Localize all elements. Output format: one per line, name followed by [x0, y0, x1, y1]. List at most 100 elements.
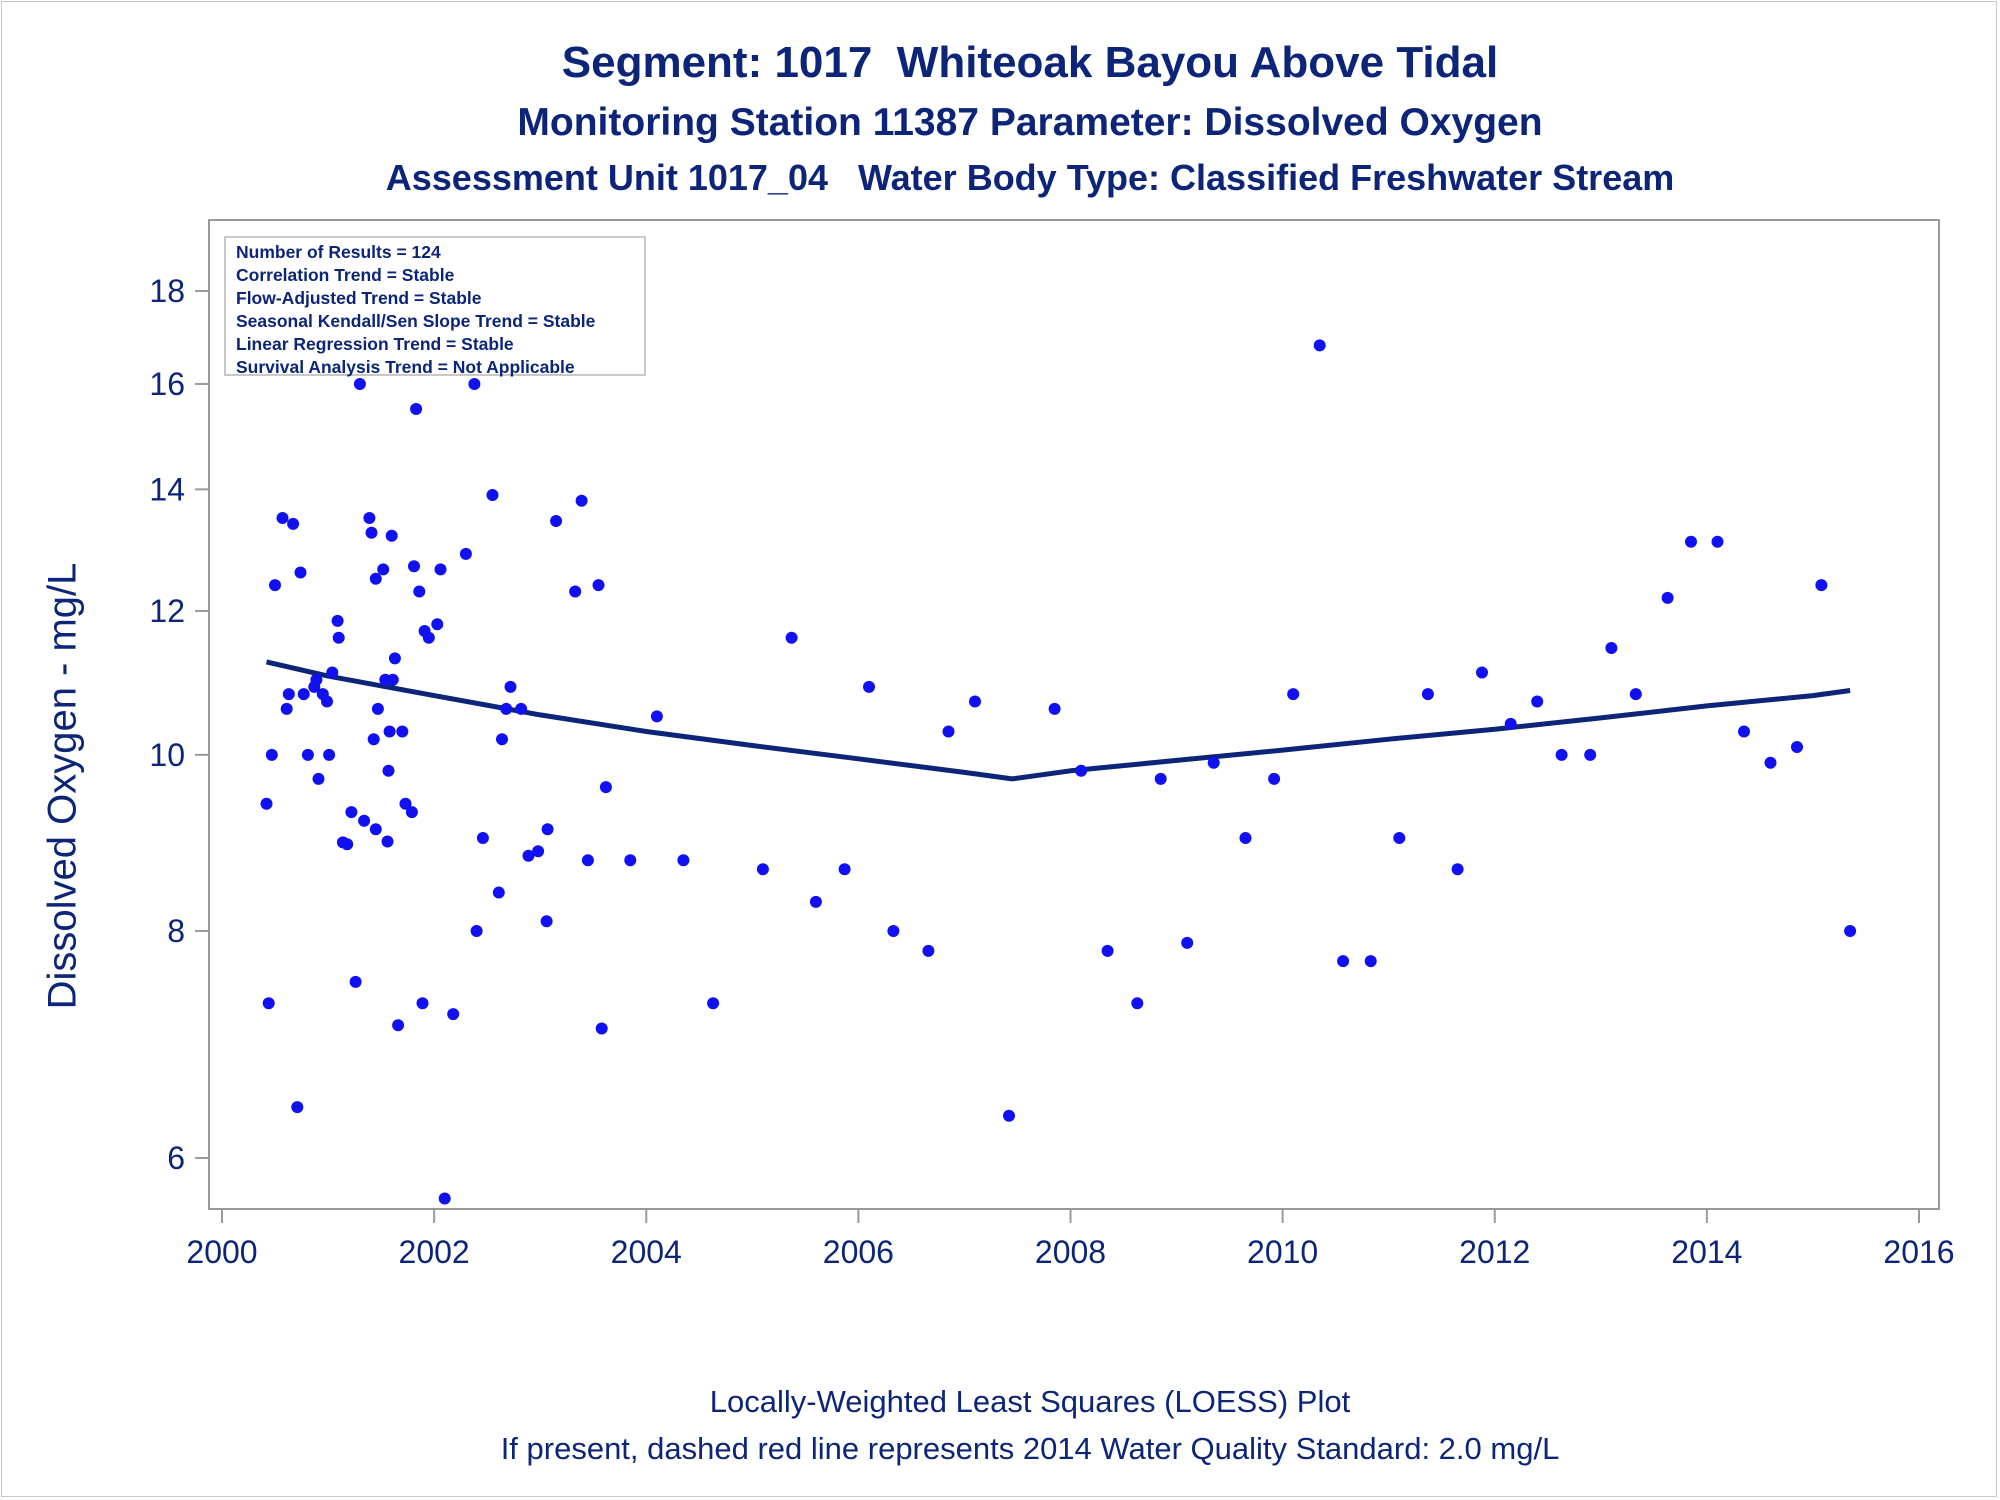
data-point: [595, 1022, 608, 1035]
data-point: [381, 835, 394, 848]
data-point: [592, 579, 605, 592]
data-point: [1101, 944, 1114, 957]
data-point: [422, 631, 435, 644]
data-point: [369, 572, 382, 585]
data-point: [1393, 832, 1406, 844]
data-point: [405, 806, 418, 819]
data-point: [581, 854, 594, 867]
data-point: [532, 845, 545, 858]
data-point: [1268, 772, 1281, 785]
data-point: [1313, 339, 1326, 352]
data-point: [287, 517, 300, 530]
loess-line: [265, 659, 1851, 782]
data-point: [1791, 741, 1803, 753]
data-point: [1154, 772, 1167, 785]
data-point: [1181, 936, 1194, 949]
data-point: [1239, 832, 1252, 844]
data-point: [492, 886, 505, 899]
data-point: [550, 515, 563, 527]
x-tick-label: 2002: [399, 1234, 470, 1270]
data-point: [345, 806, 358, 819]
data-point: [1584, 748, 1597, 761]
data-point: [541, 823, 554, 836]
data-point: [569, 585, 582, 598]
chart-title: Segment: 1017 Whiteoak Bayou Above Tidal: [561, 38, 1499, 87]
data-point: [399, 797, 412, 810]
data-point: [416, 997, 429, 1010]
data-point: [504, 680, 517, 693]
data-point: [434, 563, 447, 576]
trend-stats-box: Number of Results = 124 Correlation Tren…: [224, 236, 646, 377]
data-point: [1287, 688, 1300, 701]
data-point: [280, 702, 293, 715]
data-point: [382, 764, 395, 777]
x-tick-label: 2000: [186, 1234, 257, 1270]
data-point: [540, 915, 553, 928]
data-point: [863, 680, 875, 693]
data-point: [575, 494, 588, 507]
plot-area: [208, 219, 1940, 1210]
data-point: [470, 925, 483, 937]
chart-subtitle-assessment: Assessment Unit 1017_04 Water Body Type:…: [385, 157, 1675, 198]
data-point: [410, 403, 423, 415]
data-point: [438, 1192, 451, 1205]
data-point: [265, 748, 278, 761]
data-point: [367, 733, 380, 746]
data-point: [396, 725, 409, 738]
data-point: [332, 631, 345, 644]
data-point: [887, 925, 900, 937]
data-point: [1661, 591, 1674, 604]
footnote-loess: Locally-Weighted Least Squares (LOESS) P…: [709, 1384, 1351, 1419]
data-point: [476, 832, 489, 844]
data-point: [323, 748, 336, 761]
data-point: [1207, 756, 1220, 769]
data-point: [1629, 688, 1642, 701]
data-point: [1605, 642, 1618, 654]
data-point: [331, 614, 344, 627]
y-tick-label: 14: [149, 471, 185, 507]
data-point: [650, 710, 663, 723]
data-point: [756, 863, 769, 876]
data-point: [1476, 666, 1488, 679]
data-point: [785, 631, 798, 644]
data-point: [1131, 997, 1144, 1010]
data-point: [624, 854, 637, 867]
data-point: [413, 585, 426, 598]
data-point: [341, 838, 354, 851]
stat-number-of-results: Number of Results = 124: [236, 242, 441, 262]
y-tick-label: 18: [149, 273, 185, 309]
x-tick-label: 2010: [1247, 1234, 1318, 1270]
data-point: [468, 378, 481, 390]
y-tick-label: 16: [149, 366, 185, 402]
chart-subtitle-station: Monitoring Station 11387 Parameter: Diss…: [517, 101, 1543, 144]
data-point: [486, 489, 499, 501]
stat-flow-adjusted-trend: Flow-Adjusted Trend = Stable: [236, 288, 482, 308]
data-point: [392, 1019, 405, 1032]
data-point: [942, 725, 955, 738]
data-point: [459, 547, 472, 560]
data-point: [1048, 702, 1061, 715]
y-tick-label: 10: [149, 737, 185, 773]
data-point: [358, 814, 371, 827]
data-point: [385, 529, 398, 542]
data-point: [599, 781, 612, 794]
data-point: [383, 725, 396, 738]
data-point: [1075, 764, 1088, 777]
data-point: [447, 1008, 460, 1021]
data-point: [365, 526, 378, 539]
data-point: [1815, 579, 1828, 592]
data-point: [1738, 725, 1750, 738]
x-tick-label: 2016: [1883, 1234, 1954, 1270]
data-point: [301, 748, 314, 761]
y-tick-label: 12: [149, 593, 185, 629]
data-point: [922, 944, 935, 957]
data-point: [707, 997, 720, 1010]
x-tick-label: 2006: [823, 1234, 894, 1270]
y-tick-label: 8: [167, 913, 185, 949]
data-point: [1844, 925, 1857, 937]
data-point: [297, 688, 310, 701]
data-point: [515, 702, 528, 715]
x-tick-label: 2012: [1459, 1234, 1530, 1270]
data-point: [431, 618, 444, 631]
